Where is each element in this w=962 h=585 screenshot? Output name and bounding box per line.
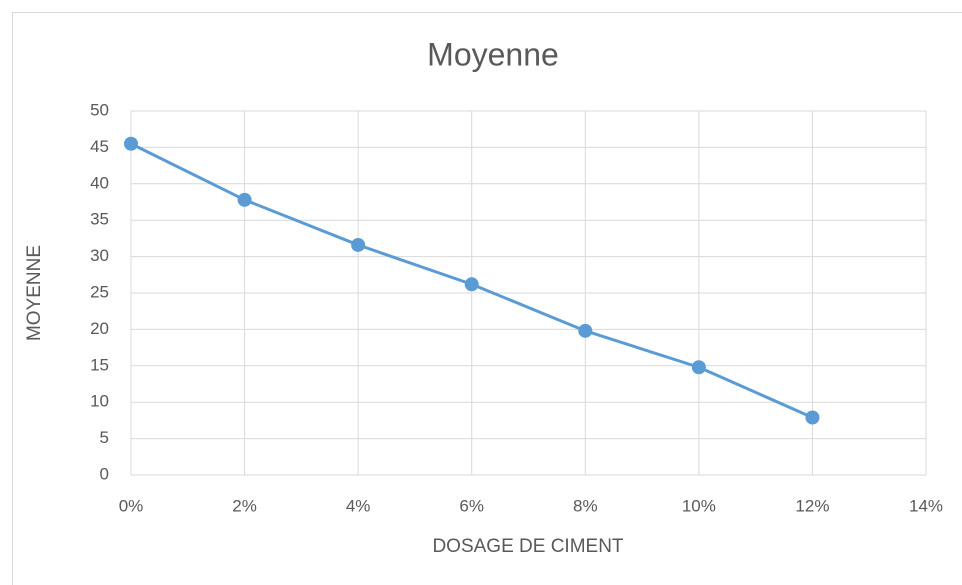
y-tick-label: 45 bbox=[90, 137, 109, 156]
y-tick-label: 30 bbox=[90, 246, 109, 265]
x-axis-label: DOSAGE DE CIMENT bbox=[432, 536, 623, 557]
y-tick-label: 5 bbox=[100, 428, 109, 447]
x-tick-label: 8% bbox=[573, 496, 598, 515]
y-tick-label: 10 bbox=[90, 392, 109, 411]
chart-frame bbox=[12, 12, 962, 585]
chart-title: Moyenne bbox=[427, 36, 559, 72]
y-tick-label: 15 bbox=[90, 355, 109, 374]
x-tick-label: 4% bbox=[346, 496, 371, 515]
x-tick-label: 10% bbox=[682, 496, 716, 515]
y-tick-label: 40 bbox=[90, 173, 109, 192]
x-tick-label: 12% bbox=[795, 496, 829, 515]
x-tick-label: 2% bbox=[232, 496, 257, 515]
y-tick-label: 50 bbox=[90, 100, 109, 119]
y-tick-label: 0 bbox=[100, 464, 109, 483]
y-tick-label: 35 bbox=[90, 210, 109, 229]
data-point bbox=[691, 360, 706, 375]
data-point bbox=[237, 192, 252, 207]
x-tick-label: 0% bbox=[119, 496, 144, 515]
data-point bbox=[805, 410, 820, 425]
data-point bbox=[464, 277, 479, 292]
data-point bbox=[351, 237, 366, 252]
x-tick-label: 6% bbox=[459, 496, 484, 515]
data-point bbox=[578, 323, 593, 338]
x-tick-label: 14% bbox=[909, 496, 943, 515]
data-point bbox=[124, 136, 138, 151]
y-axis-label: MOYENNE bbox=[24, 245, 45, 341]
y-tick-label: 20 bbox=[90, 319, 109, 338]
y-tick-label: 25 bbox=[90, 282, 109, 301]
